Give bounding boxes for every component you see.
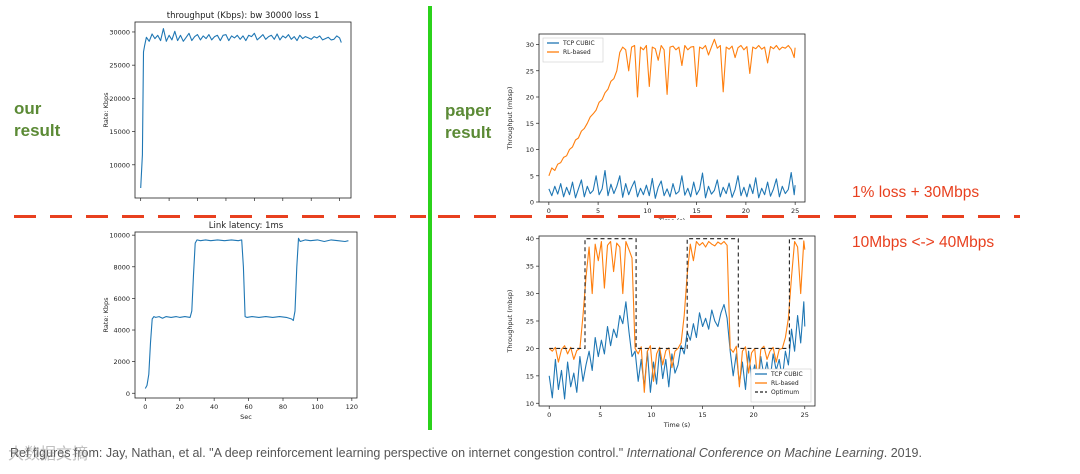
y-tick-label: 40 [526, 235, 534, 243]
y-tick-label: 6000 [113, 295, 130, 303]
reference-venue: International Conference on Machine Lear… [626, 446, 884, 460]
plot-frame [134, 21, 352, 199]
series-line-rl-based [548, 38, 796, 176]
y-tick-label: 15000 [109, 128, 130, 136]
x-tick-label: 20 [176, 403, 184, 411]
x-tick-label: 80 [279, 403, 287, 411]
plot-frame [538, 33, 806, 203]
y-axis-label: Throughput (mbsp) [506, 290, 514, 354]
x-tick-label: 25 [801, 411, 809, 419]
y-tick-label: 8000 [113, 263, 130, 271]
chart-paper-bandwidth: 10 15 20 25 30 35 40 0 5 10 15 20 25 Throughput (mbsp… [506, 235, 816, 429]
y-tick-label: 25000 [109, 62, 130, 70]
series-line-rl-based [548, 240, 806, 393]
x-tick-label: 15 [698, 411, 706, 419]
series-line-tcp-cubic [548, 169, 796, 199]
series-line-series [144, 237, 349, 389]
chart-title: Link latency: 1ms [209, 221, 284, 231]
y-tick-label: 30000 [109, 28, 130, 36]
y-axis-label: Rate: Kbps [102, 92, 110, 128]
x-tick-label: 15 [692, 207, 700, 215]
horizontal-divider-right [438, 215, 1020, 218]
y-tick-label: 15 [526, 120, 534, 128]
chart-our-latency: Link latency: 1ms 0 2000 4000 6000 8000 10000 0… [102, 221, 358, 421]
y-tick-label: 4000 [113, 327, 130, 335]
legend-box [542, 37, 604, 63]
our-result-line-1: our [14, 99, 42, 118]
x-tick-label: 5 [598, 411, 602, 419]
x-axis-label: Time (s) [658, 217, 685, 220]
reference-suffix: . 2019. [883, 446, 922, 460]
paper-result-label: paper result [445, 100, 491, 144]
legend-label: TCP CUBIC [562, 40, 595, 47]
reference-prefix: Ref figures from: Jay, Nathan, et al. "A… [10, 446, 627, 460]
x-tick-label: 5 [596, 207, 600, 215]
y-tick-label: 30 [526, 290, 534, 298]
y-tick-label: 25 [526, 318, 534, 326]
x-tick-label: 0 [547, 207, 551, 215]
y-tick-label: 10000 [109, 232, 130, 240]
plot-frame [134, 231, 358, 399]
loss-note: 1% loss + 30Mbps [852, 184, 980, 201]
y-tick-label: 20000 [109, 95, 130, 103]
x-tick-label: 10 [647, 411, 655, 419]
our-result-label: our result [14, 98, 60, 142]
y-axis-label: Rate: Kbps [102, 297, 110, 333]
our-result-line-2: result [14, 121, 61, 140]
y-tick-label: 20 [526, 94, 534, 102]
x-tick-label: 120 [346, 403, 358, 411]
y-tick-label: 25 [526, 67, 534, 75]
y-tick-label: 15 [526, 372, 534, 380]
y-tick-label: 35 [526, 263, 534, 271]
y-tick-label: 30 [526, 41, 534, 49]
y-tick-label: 10 [526, 400, 534, 408]
y-tick-label: 20 [526, 345, 534, 353]
series-line-series [140, 28, 342, 189]
legend-label: RL-based [563, 49, 591, 56]
x-tick-label: 0 [143, 403, 147, 411]
horizontal-divider-left [14, 215, 426, 218]
x-tick-label: 0 [547, 411, 551, 419]
x-tick-label: 10 [643, 207, 651, 215]
x-tick-label: 25 [791, 207, 799, 215]
y-axis-label: Throughput (mbsp) [506, 87, 514, 151]
legend-label: Optimum [771, 389, 799, 396]
chart-paper-loss: 0 5 10 15 20 25 30 0 5 10 15 20 25 Throughput (mbsp) T… [506, 33, 806, 220]
y-tick-label: 5 [530, 172, 534, 180]
x-tick-label: 20 [750, 411, 758, 419]
y-tick-label: 2000 [113, 358, 130, 366]
y-tick-label: 10 [526, 146, 534, 154]
legend-label: TCP CUBIC [770, 371, 803, 378]
chart-title: throughput (Kbps): bw 30000 loss 1 [167, 11, 320, 21]
y-tick-label: 0 [530, 199, 534, 207]
reference-citation: Ref figures from: Jay, Nathan, et al. "A… [10, 446, 922, 460]
chart-our-throughput: throughput (Kbps): bw 30000 loss 1 10000 1… [102, 11, 352, 201]
paper-result-line-2: result [445, 123, 492, 142]
x-tick-label: 60 [244, 403, 252, 411]
y-tick-label: 0 [126, 390, 130, 398]
series-line-optimum [549, 238, 805, 349]
legend-label: RL-based [771, 380, 799, 387]
x-axis-label: Sec [240, 413, 252, 421]
paper-result-line-1: paper [445, 101, 492, 120]
watermark: 大数据文摘 [8, 444, 89, 463]
x-axis-label: Time (s) [663, 421, 690, 429]
bandwidth-note: 10Mbps <-> 40Mbps [852, 234, 995, 251]
x-tick-label: 20 [742, 207, 750, 215]
x-tick-label: 40 [210, 403, 218, 411]
x-tick-label: 100 [311, 403, 323, 411]
vertical-divider [428, 6, 432, 430]
y-tick-label: 10000 [109, 161, 130, 169]
